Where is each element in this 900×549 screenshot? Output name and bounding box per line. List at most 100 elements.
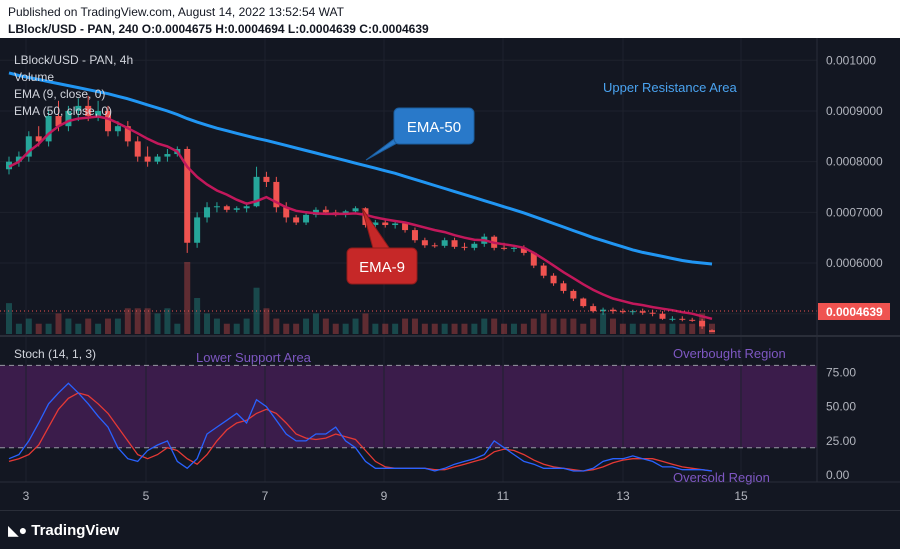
candle-body <box>431 245 438 247</box>
candle[interactable] <box>411 227 418 243</box>
candle[interactable] <box>283 202 290 223</box>
time-axis[interactable]: 3 5 7 9 11 13 15 <box>23 489 748 503</box>
candle[interactable] <box>194 212 201 248</box>
time-tick-label: 9 <box>381 489 388 503</box>
candle[interactable] <box>580 297 587 308</box>
candle[interactable] <box>124 121 131 147</box>
volume-bar <box>639 323 646 334</box>
candle[interactable] <box>699 318 706 329</box>
candle-body <box>75 105 82 111</box>
candle[interactable] <box>204 202 211 223</box>
candle-body <box>154 156 161 162</box>
ema50-line <box>8 71 713 266</box>
candle[interactable] <box>213 202 220 213</box>
candle-body <box>461 246 468 248</box>
candle[interactable] <box>590 303 597 313</box>
candle-body <box>659 313 666 319</box>
candle[interactable] <box>392 221 399 229</box>
candle-body <box>35 136 42 142</box>
volume-bar <box>649 323 656 334</box>
candle[interactable] <box>65 105 72 132</box>
volume-bar <box>441 323 448 334</box>
stoch-tick-label: 25.00 <box>826 434 856 448</box>
candle-body <box>105 110 112 132</box>
candle[interactable] <box>372 219 379 228</box>
candle[interactable] <box>184 146 191 253</box>
price-tick-label: 0.0009000 <box>826 104 883 118</box>
volume-bar <box>451 323 458 334</box>
candle[interactable] <box>471 241 478 251</box>
candle[interactable] <box>273 176 280 213</box>
candle-body <box>550 275 557 284</box>
candle[interactable] <box>154 154 161 165</box>
candle[interactable] <box>530 251 537 269</box>
candle[interactable] <box>134 136 141 162</box>
candle[interactable] <box>421 237 428 248</box>
candle-body <box>95 110 102 117</box>
candle[interactable] <box>223 204 230 213</box>
candle[interactable] <box>461 242 468 251</box>
volume-bar <box>303 318 310 334</box>
candle-body <box>382 222 389 226</box>
candle[interactable] <box>669 316 676 322</box>
volume-bar <box>609 318 616 334</box>
candle-body <box>124 126 131 142</box>
volume-bar <box>560 318 567 334</box>
stoch-k-line <box>8 382 713 472</box>
candle[interactable] <box>233 206 240 213</box>
candle-body <box>501 247 508 249</box>
candle[interactable] <box>689 317 696 322</box>
volume-bar <box>392 323 399 334</box>
stoch-axis[interactable]: 75.00 50.00 25.00 0.00 <box>826 365 856 482</box>
volume-bar <box>134 308 141 334</box>
candle[interactable] <box>15 151 22 167</box>
published-line: Published on TradingView.com, August 14,… <box>8 5 344 19</box>
candle-body <box>164 154 171 157</box>
candle-body <box>293 217 300 223</box>
volume-bar <box>293 323 300 334</box>
candle[interactable] <box>25 131 32 162</box>
candle[interactable] <box>402 222 409 233</box>
candle[interactable] <box>75 98 82 122</box>
candles[interactable] <box>6 95 715 333</box>
candle-body <box>649 312 656 314</box>
candle[interactable] <box>144 146 151 167</box>
candle[interactable] <box>540 263 547 279</box>
volume-bar <box>530 318 537 334</box>
last-price-tag <box>818 303 890 320</box>
candle-body <box>273 181 280 208</box>
candle-body <box>322 209 329 213</box>
candle[interactable] <box>639 308 646 315</box>
candle[interactable] <box>45 110 52 147</box>
candle[interactable] <box>105 105 112 137</box>
time-tick-label: 5 <box>143 489 150 503</box>
chart-area[interactable]: 0.0010000.00090000.00080000.00070000.000… <box>0 38 900 510</box>
last-price-label: 0.0004639 <box>826 305 883 319</box>
tradingview-brand: TradingView <box>31 522 120 539</box>
candle-body <box>709 330 715 333</box>
candle[interactable] <box>303 212 310 226</box>
candle[interactable] <box>431 242 438 248</box>
volume-bar <box>273 318 280 334</box>
candle[interactable] <box>709 329 715 333</box>
ema9-callout-label: EMA-9 <box>359 259 405 276</box>
candle-body <box>65 110 72 127</box>
candle[interactable] <box>600 307 607 315</box>
candle[interactable] <box>560 280 567 294</box>
time-tick-label: 3 <box>23 489 30 503</box>
volume-bar <box>590 318 597 334</box>
candle[interactable] <box>679 316 686 322</box>
volume-bar <box>144 308 151 334</box>
volume-bar <box>243 318 250 334</box>
candle[interactable] <box>550 273 557 286</box>
candle[interactable] <box>659 311 666 320</box>
candle[interactable] <box>164 148 171 162</box>
candle[interactable] <box>441 237 448 248</box>
candle[interactable] <box>263 171 270 187</box>
candle-body <box>45 116 52 142</box>
candle[interactable] <box>570 289 577 302</box>
candle[interactable] <box>293 214 300 226</box>
candle[interactable] <box>451 237 458 249</box>
candle[interactable] <box>619 308 626 314</box>
legend-ema9: EMA (9, close, 0) <box>14 87 105 101</box>
